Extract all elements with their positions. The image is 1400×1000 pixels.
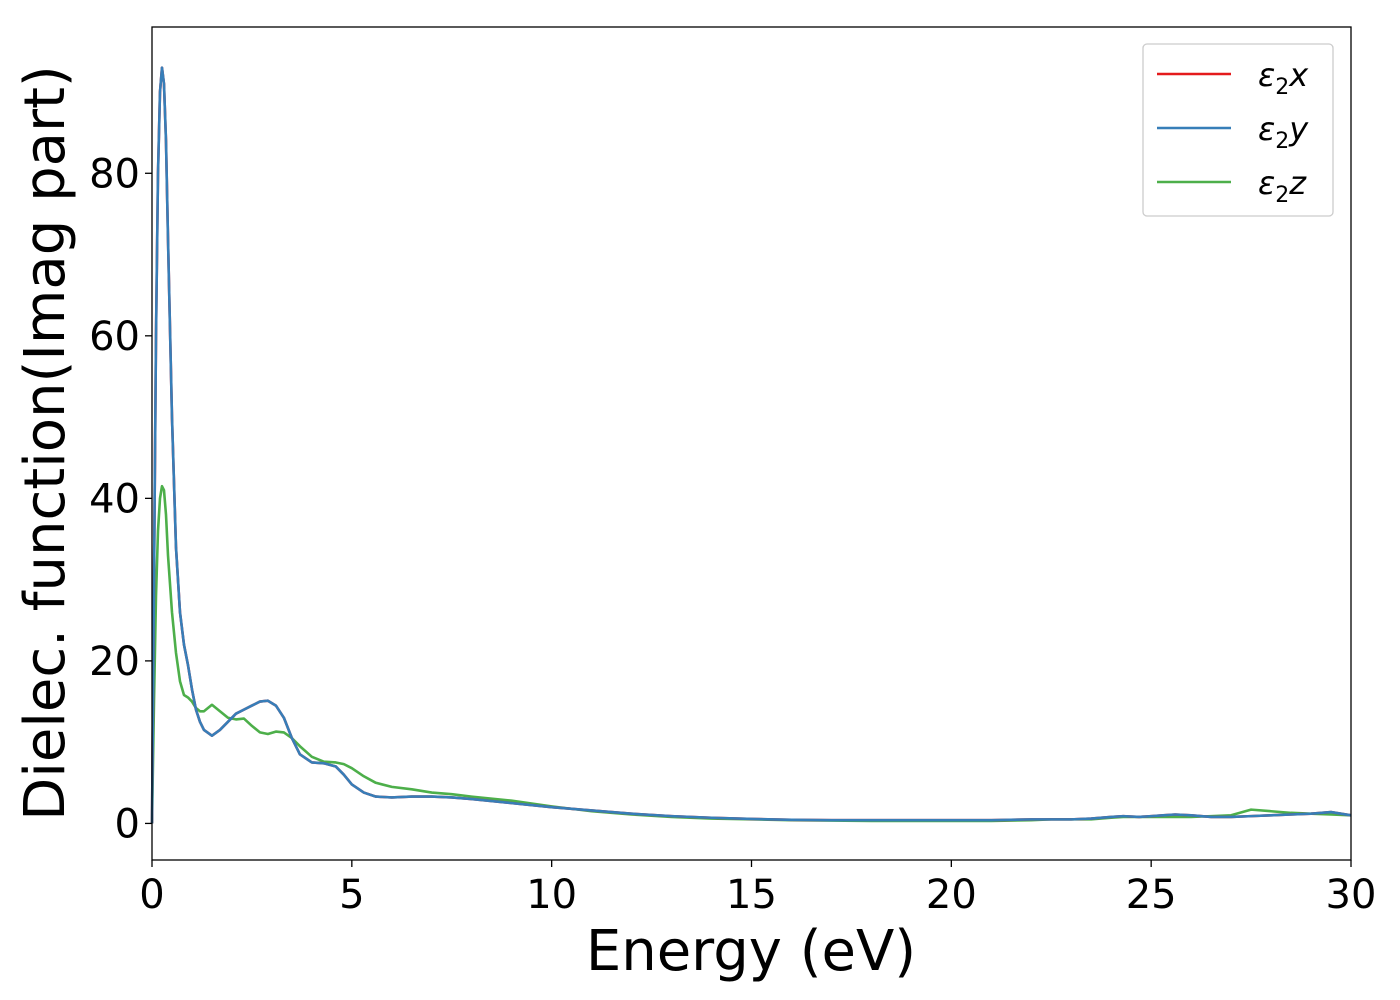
legend-label-x: ε2x (1258, 56, 1309, 100)
y-axis: 0 20 40 60 80 (89, 151, 152, 847)
y-tick-label: 0 (115, 801, 140, 847)
x-tick-label: 10 (526, 872, 577, 918)
y-tick-label: 40 (89, 476, 140, 522)
legend-label-y: ε2y (1258, 110, 1309, 154)
x-tick-label: 20 (926, 872, 977, 918)
legend-label-z: ε2z (1258, 164, 1307, 208)
x-tick-label: 0 (139, 872, 164, 918)
y-axis-label: Dielec. function(Imag part) (13, 65, 78, 821)
x-tick-label: 25 (1126, 872, 1177, 918)
x-axis-label: Energy (eV) (586, 919, 916, 984)
legend-symbol: ε (1258, 164, 1275, 202)
legend-series-name: y (1288, 110, 1309, 148)
legend-series-name: x (1288, 56, 1309, 94)
legend-box (1142, 43, 1334, 217)
legend-series-name: z (1288, 164, 1307, 202)
x-axis: 0 5 10 15 20 25 30 (139, 860, 1376, 918)
legend-subscript: 2 (1275, 75, 1289, 100)
legend-symbol: ε (1258, 110, 1275, 148)
y-tick-label: 60 (89, 314, 140, 360)
x-tick-label: 5 (339, 872, 364, 918)
legend-symbol: ε (1258, 56, 1275, 94)
x-tick-label: 30 (1326, 872, 1377, 918)
y-tick-label: 20 (89, 639, 140, 685)
legend-subscript: 2 (1275, 183, 1289, 208)
series-line-y (150, 66, 1352, 824)
x-tick-label: 15 (726, 872, 777, 918)
series-layer (150, 66, 1352, 824)
y-tick-label: 80 (89, 151, 140, 197)
legend-subscript: 2 (1275, 129, 1289, 154)
